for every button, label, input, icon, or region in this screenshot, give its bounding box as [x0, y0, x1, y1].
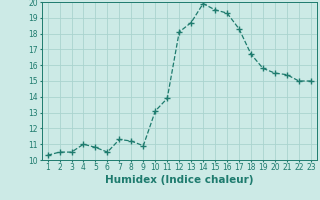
X-axis label: Humidex (Indice chaleur): Humidex (Indice chaleur) [105, 175, 253, 185]
